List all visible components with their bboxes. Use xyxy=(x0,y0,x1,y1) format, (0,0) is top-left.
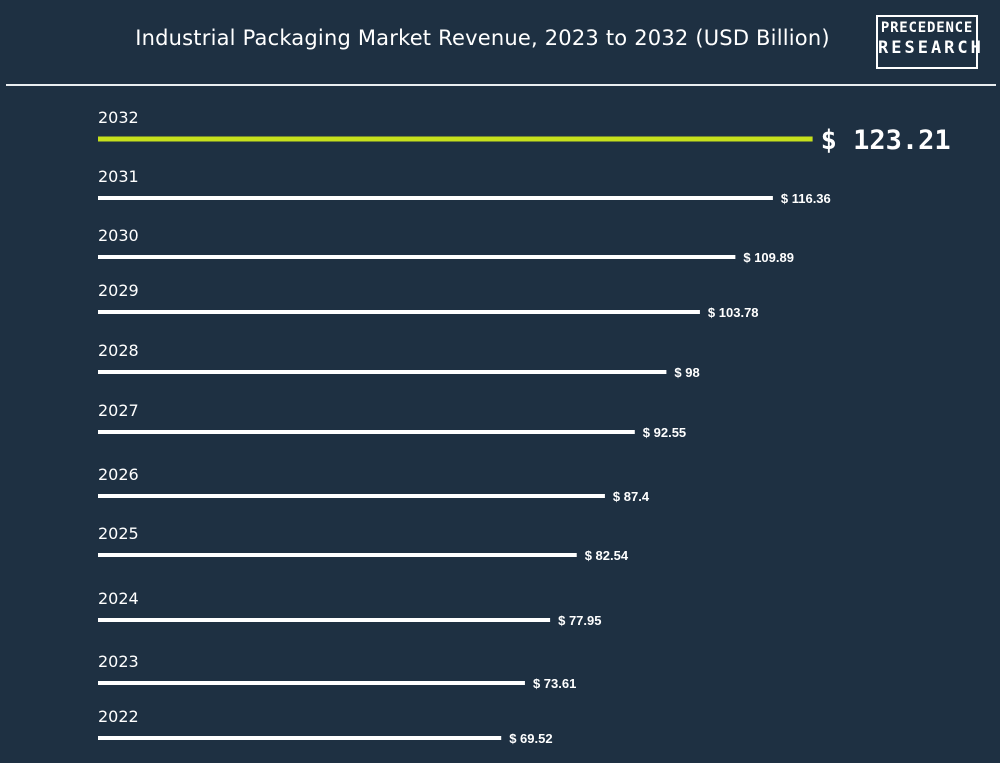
value-label-2032: $ 123.21 xyxy=(821,125,951,156)
bar-2023 xyxy=(98,681,525,685)
year-label-2022: 2022 xyxy=(98,707,139,726)
bar-2031 xyxy=(98,196,773,200)
chart-title: Industrial Packaging Market Revenue, 202… xyxy=(135,26,830,50)
header-divider xyxy=(6,84,996,86)
bar-2025 xyxy=(98,553,577,557)
precedence-research-logo: PRECEDENCE RESEARCH xyxy=(876,15,984,69)
bar-2024 xyxy=(98,618,551,622)
year-label-2025: 2025 xyxy=(98,524,139,543)
year-label-2030: 2030 xyxy=(98,226,139,245)
bar-2032 xyxy=(98,136,813,142)
year-label-2028: 2028 xyxy=(98,341,139,360)
year-label-2029: 2029 xyxy=(98,281,139,300)
year-label-2032: 2032 xyxy=(98,108,139,127)
value-label-2028: $ 98 xyxy=(674,365,699,380)
bar-2027 xyxy=(98,430,635,434)
value-label-2025: $ 82.54 xyxy=(585,548,629,563)
bar-2028 xyxy=(98,370,667,374)
value-label-2024: $ 77.95 xyxy=(558,613,601,628)
bar-2030 xyxy=(98,255,736,259)
logo-text-line2: RESEARCH xyxy=(878,38,984,58)
year-label-2026: 2026 xyxy=(98,465,139,484)
value-label-2026: $ 87.4 xyxy=(613,489,650,504)
logo-text-line1: PRECEDENCE xyxy=(880,20,974,36)
year-label-2027: 2027 xyxy=(98,401,139,420)
year-label-2023: 2023 xyxy=(98,652,139,671)
value-label-2022: $ 69.52 xyxy=(509,731,552,746)
value-label-2027: $ 92.55 xyxy=(643,425,686,440)
value-label-2023: $ 73.61 xyxy=(533,676,576,691)
year-label-2031: 2031 xyxy=(98,167,139,186)
value-label-2030: $ 109.89 xyxy=(743,250,794,265)
value-label-2031: $ 116.36 xyxy=(781,191,831,206)
bar-2022 xyxy=(98,736,502,740)
value-label-2029: $ 103.78 xyxy=(708,305,759,320)
bar-2026 xyxy=(98,494,605,498)
year-label-2024: 2024 xyxy=(98,589,139,608)
bar-2029 xyxy=(98,310,700,314)
